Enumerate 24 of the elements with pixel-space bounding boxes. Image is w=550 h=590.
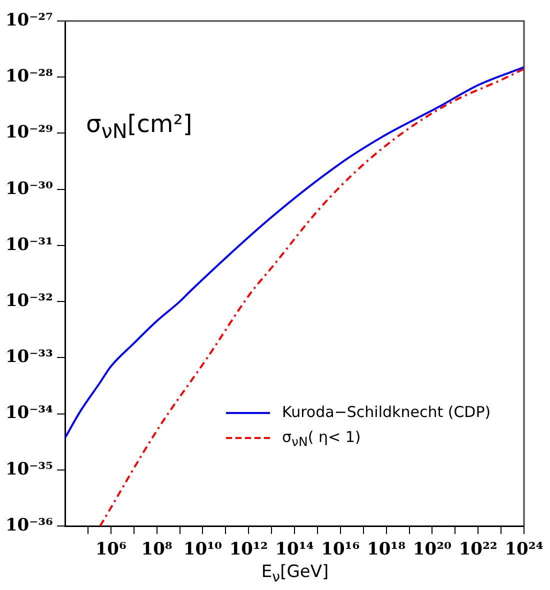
y-tick-label: 10⁻³³ bbox=[5, 347, 53, 368]
y-tick-label: 10⁻³⁴ bbox=[5, 403, 53, 424]
y-tick-label: 10⁻²⁸ bbox=[5, 66, 53, 87]
x-tick-label: 10¹⁶ bbox=[321, 540, 360, 560]
y-tick-label: 10⁻³¹ bbox=[5, 234, 53, 255]
x-tick-label: 10²⁴ bbox=[504, 540, 544, 560]
y-tick-label: 10⁻³⁶ bbox=[5, 515, 53, 536]
legend-label: σ$_{νN}$( η< 1) bbox=[282, 428, 361, 449]
x-tick-label: 10⁸ bbox=[141, 540, 172, 560]
y-tick-label: 10⁻²⁷ bbox=[5, 10, 53, 30]
x-axis-title: E$_{ν}$[GeV] bbox=[260, 562, 330, 586]
y-tick-label: 10⁻³² bbox=[5, 290, 53, 311]
x-tick-label: 10¹⁰ bbox=[183, 540, 222, 560]
x-tick-label: 10²⁰ bbox=[412, 540, 452, 560]
y-tick-label: 10⁻³⁵ bbox=[5, 459, 53, 480]
x-tick-label: 10²² bbox=[458, 540, 498, 560]
x-tick-label: 10¹⁴ bbox=[275, 540, 314, 560]
y-axis-title: σ$_{νN}$[cm²] bbox=[86, 110, 192, 143]
y-tick-label: 10⁻²⁹ bbox=[5, 122, 53, 143]
y-tick-label: 10⁻³⁰ bbox=[5, 178, 53, 199]
legend-label: Kuroda−Schildknecht (CDP) bbox=[282, 403, 491, 421]
x-tick-label: 10¹⁸ bbox=[367, 540, 406, 560]
x-tick-label: 10⁶ bbox=[95, 540, 126, 560]
x-tick-label: 10¹² bbox=[229, 540, 268, 560]
